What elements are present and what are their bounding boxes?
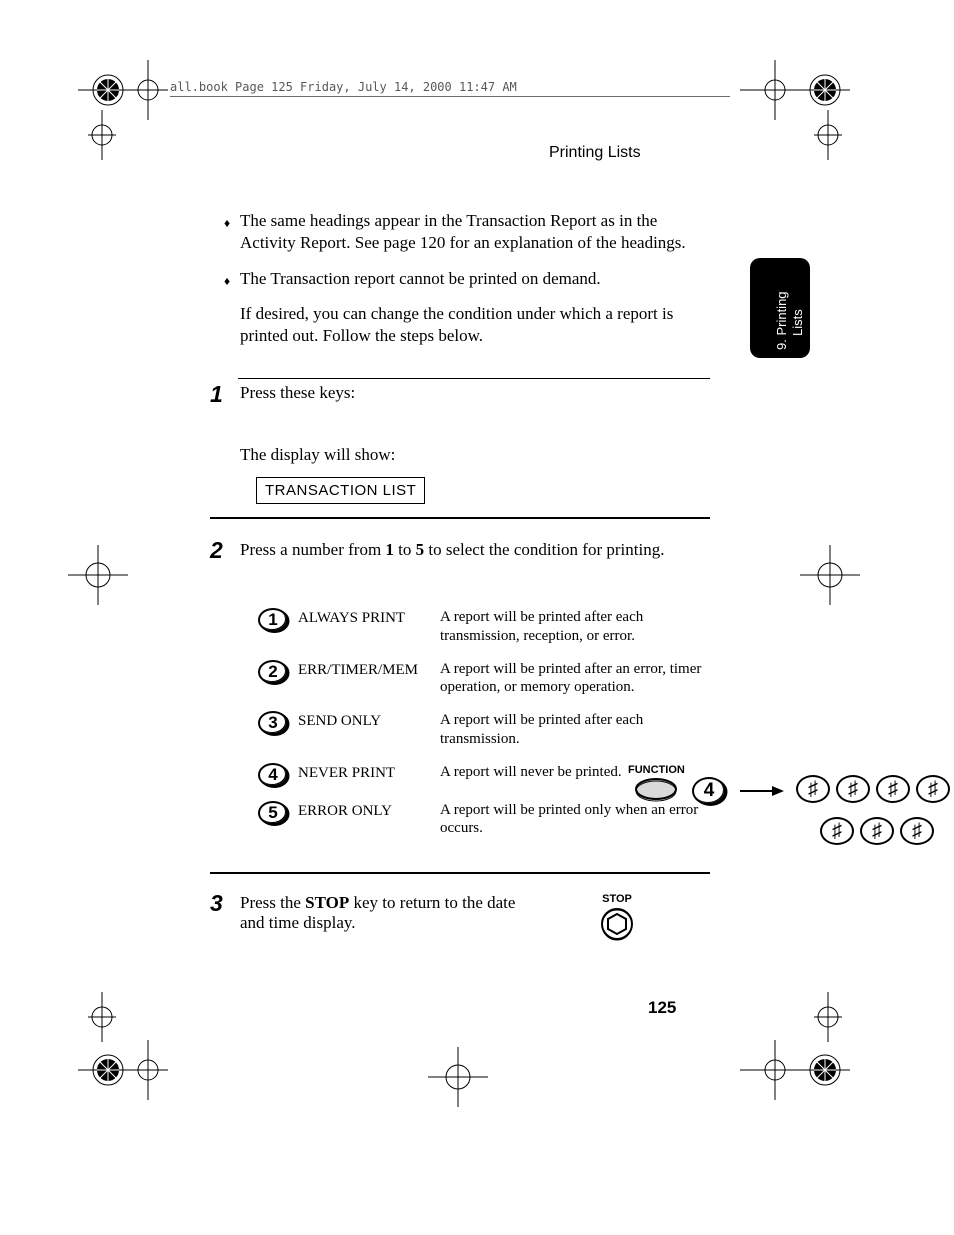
crop-mark-icon: [82, 110, 122, 160]
paragraph-text: If desired, you can change the condition…: [240, 304, 673, 345]
step-number: 2: [210, 537, 223, 564]
step2-text: Press a number from 1 to 5 to select the…: [240, 540, 664, 559]
option-row: 2 ERR/TIMER/MEM A report will be printed…: [258, 660, 708, 698]
diamond-icon: ♦: [224, 274, 230, 289]
hash-key-icon: ♯: [836, 775, 870, 803]
option-key: 5: [258, 801, 288, 825]
option-key: 1: [258, 608, 288, 632]
lcd-display: TRANSACTION LIST: [256, 477, 425, 504]
divider: [238, 378, 710, 379]
options-list: 1 ALWAYS PRINT A report will be printed …: [258, 608, 708, 852]
bold-number: 5: [416, 540, 425, 559]
option-name: NEVER PRINT: [298, 763, 440, 782]
step3-text: Press the STOP key to return to the date…: [240, 893, 515, 932]
step-number: 3: [210, 890, 223, 917]
stop-key-icon: [600, 907, 634, 941]
crop-mark-icon: [78, 1040, 168, 1100]
crop-mark-icon: [68, 545, 128, 605]
option-desc: A report will be printed after each tran…: [440, 711, 708, 749]
stop-key: STOP: [600, 893, 634, 946]
page: all.book Page 125 Friday, July 14, 2000 …: [0, 0, 954, 1235]
hash-key-icon: ♯: [820, 817, 854, 845]
arrow-icon: [740, 783, 784, 803]
bullet-item: ♦ The same headings appear in the Transa…: [240, 210, 695, 254]
page-number: 125: [648, 998, 676, 1018]
step1-text-a: Press these keys:: [240, 383, 355, 402]
section-title: Printing Lists: [549, 144, 641, 162]
option-name: ALWAYS PRINT: [298, 608, 440, 627]
bold-number: 1: [385, 540, 394, 559]
option-row: 3 SEND ONLY A report will be printed aft…: [258, 711, 708, 749]
bullet-text: The same headings appear in the Transact…: [240, 211, 686, 252]
option-name: ERROR ONLY: [298, 801, 440, 820]
option-row: 5 ERROR ONLY A report will be printed on…: [258, 801, 708, 839]
divider: [210, 517, 710, 519]
header-text: all.book Page 125 Friday, July 14, 2000 …: [170, 80, 517, 94]
hash-key-icon: ♯: [860, 817, 894, 845]
print-header: all.book Page 125 Friday, July 14, 2000 …: [170, 80, 730, 97]
paragraph: If desired, you can change the condition…: [240, 303, 695, 347]
tab-line2: Lists: [790, 309, 805, 336]
crop-mark-icon: [808, 992, 848, 1042]
bold-key-name: STOP: [305, 893, 349, 912]
divider: [210, 872, 710, 874]
option-name: ERR/TIMER/MEM: [298, 660, 440, 679]
option-row: 4 NEVER PRINT A report will never be pri…: [258, 763, 708, 787]
step3-body: Press the STOP key to return to the date…: [240, 893, 540, 933]
step1-text-b: The display will show:: [240, 445, 710, 465]
option-key: 3: [258, 711, 288, 735]
crop-mark-icon: [82, 992, 122, 1042]
step-number: 1: [210, 381, 223, 408]
option-key: 2: [258, 660, 288, 684]
step2-body: Press a number from 1 to 5 to select the…: [240, 540, 710, 560]
crop-mark-icon: [740, 1040, 850, 1100]
option-desc: A report will be printed only when an er…: [440, 801, 708, 839]
side-tab: 9. Printing Lists: [750, 258, 810, 358]
stop-key-label: STOP: [600, 893, 634, 905]
step1-body: Press these keys: FUNCTION 4 ♯ ♯ ♯ ♯ ♯ ♯…: [240, 383, 710, 504]
option-row: 1 ALWAYS PRINT A report will be printed …: [258, 608, 708, 646]
hash-key-row: ♯ ♯ ♯ ♯: [796, 775, 950, 803]
crop-mark-icon: [428, 1047, 488, 1107]
tab-line1: 9. Printing: [774, 291, 789, 350]
option-desc: A report will be printed after each tran…: [440, 608, 708, 646]
bullet-text: The Transaction report cannot be printed…: [240, 269, 601, 288]
option-desc: A report will be printed after an error,…: [440, 660, 708, 698]
hash-key-icon: ♯: [796, 775, 830, 803]
bullet-item: ♦ The Transaction report cannot be print…: [240, 268, 695, 290]
crop-mark-icon: [808, 110, 848, 160]
hash-key-icon: ♯: [916, 775, 950, 803]
option-key: 4: [258, 763, 288, 787]
option-desc: A report will never be printed.: [440, 763, 708, 782]
hash-key-row: ♯ ♯ ♯: [820, 817, 934, 845]
diamond-icon: ♦: [224, 216, 230, 231]
intro-paragraphs: ♦ The same headings appear in the Transa…: [240, 210, 695, 361]
option-name: SEND ONLY: [298, 711, 440, 730]
hash-key-icon: ♯: [876, 775, 910, 803]
hash-key-icon: ♯: [900, 817, 934, 845]
crop-mark-icon: [800, 545, 860, 605]
